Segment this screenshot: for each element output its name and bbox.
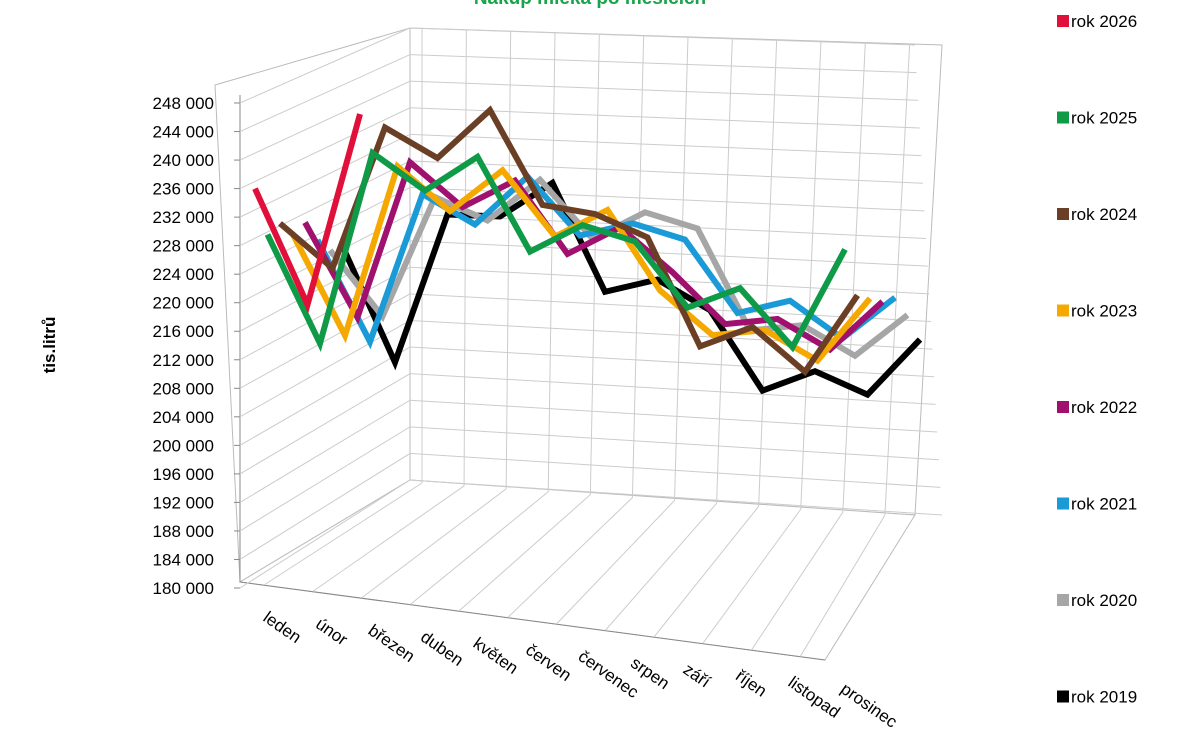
grid-line: [884, 43, 911, 516]
x-tick-label: červenec: [575, 647, 643, 702]
y-tick-label: 212 000: [153, 351, 214, 370]
grid-line: [239, 346, 935, 446]
x-tick-label: červen: [522, 640, 575, 685]
grid-line: [409, 491, 549, 605]
grid-line: [507, 497, 633, 618]
y-tick-label: 248 000: [153, 94, 214, 113]
grid-line: [674, 36, 689, 501]
x-tick-label: říjen: [732, 666, 770, 701]
grid-line: [505, 30, 512, 489]
grid-line: [463, 29, 467, 486]
grid-line: [239, 479, 943, 589]
legend-label: rok 2022: [1071, 398, 1137, 417]
grid-line: [799, 514, 886, 657]
grid-line: [239, 213, 927, 304]
x-tick-label: únor: [312, 614, 351, 649]
grid-line: [239, 27, 916, 104]
grid-line: [239, 133, 922, 218]
y-tick-label: 228 000: [153, 237, 214, 256]
grid-line: [239, 426, 939, 532]
y-tick-label: 208 000: [153, 379, 214, 398]
y-axis-label: tis.litrů: [40, 317, 59, 374]
y-tick-label: 204 000: [153, 408, 214, 427]
legend-label: rok 2024: [1071, 205, 1137, 224]
grid-line: [239, 293, 931, 389]
legend-swatch: [1057, 15, 1069, 27]
y-tick-label: 240 000: [153, 151, 214, 170]
legend-label: rok 2020: [1071, 591, 1137, 610]
legend-label: rok 2025: [1071, 109, 1137, 128]
grid-line: [361, 488, 507, 599]
grid-line: [842, 42, 866, 513]
x-axis: [239, 581, 826, 661]
y-tick-label: 224 000: [153, 265, 214, 284]
x-tick-label: duben: [417, 627, 467, 670]
series-line: [278, 105, 860, 377]
y-tick-label: 220 000: [153, 294, 214, 313]
grid-line: [239, 452, 941, 560]
grid-line: [751, 511, 844, 651]
legend-label: rok 2019: [1071, 688, 1137, 707]
x-tick-label: září: [680, 660, 714, 692]
legend-swatch: [1057, 304, 1069, 317]
legend-swatch: [1057, 690, 1069, 703]
chart-title: Nákup mléka po měsících: [474, 0, 706, 9]
y-tick-label: 192 000: [153, 493, 214, 512]
legend-swatch: [1057, 111, 1069, 124]
x-tick-label: leden: [260, 608, 305, 647]
grid-line: [631, 35, 645, 498]
grid-line: [800, 40, 822, 510]
grid-line: [716, 37, 733, 504]
y-tick-label: 236 000: [153, 180, 214, 199]
y-tick-label: 244 000: [153, 123, 214, 142]
legend-swatch: [1057, 497, 1069, 510]
grid-line: [653, 506, 760, 638]
grid-line: [312, 485, 465, 592]
legend-swatch: [1057, 401, 1069, 413]
legend-label: rok 2021: [1071, 495, 1137, 514]
grid-line: [239, 54, 917, 132]
y-tick-label: 180 000: [153, 579, 214, 598]
grid-line: [239, 107, 920, 190]
y-tick-label: 184 000: [153, 550, 214, 569]
x-tick-label: listopad: [785, 673, 844, 722]
grid-line: [547, 32, 556, 492]
series-line: [339, 178, 923, 399]
legend-swatch: [1057, 594, 1069, 606]
grid-line: [263, 482, 423, 586]
grid-line: [556, 500, 675, 625]
series-line: [264, 147, 848, 353]
series-line: [252, 113, 363, 314]
grid-line: [702, 508, 802, 644]
legend-swatch: [1057, 208, 1069, 220]
grid-line: [239, 80, 919, 161]
legend-label: rok 2026: [1071, 12, 1137, 31]
grid-line: [758, 39, 778, 507]
x-tick-label: květen: [470, 634, 522, 678]
y-tick-label: 216 000: [153, 322, 214, 341]
grid-line: [604, 503, 717, 631]
grid-line: [239, 266, 930, 361]
x-tick-label: březen: [365, 621, 418, 666]
y-tick-label: 188 000: [153, 522, 214, 541]
y-tick-label: 232 000: [153, 208, 214, 227]
y-tick-label: 200 000: [153, 436, 214, 455]
grid-line: [239, 373, 936, 475]
series-line: [302, 157, 885, 354]
y-tick-label: 196 000: [153, 465, 214, 484]
x-tick-label: prosinec: [837, 679, 901, 732]
grid-line: [458, 494, 591, 612]
legend-label: rok 2023: [1071, 302, 1137, 321]
